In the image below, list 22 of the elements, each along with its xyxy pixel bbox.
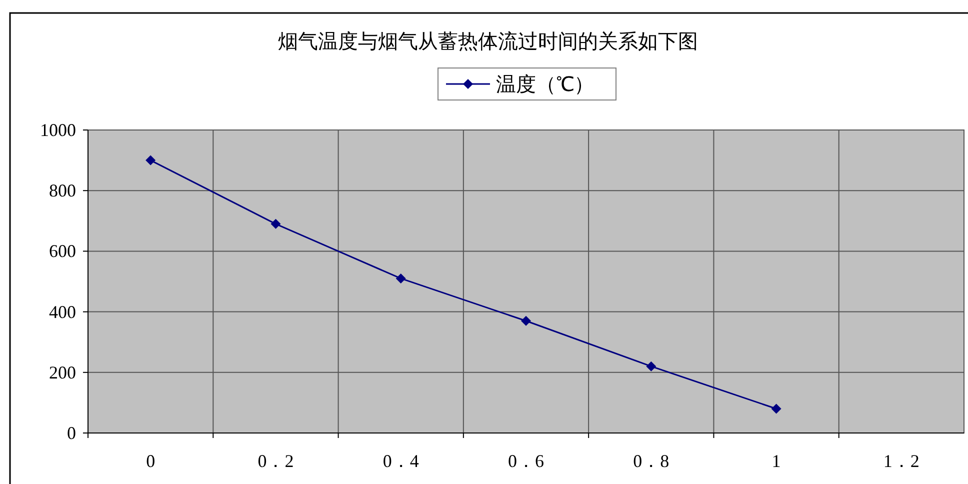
x-tick-label: 0．6 (508, 451, 544, 471)
point (270, 218, 281, 229)
x-tick-label: 0．2 (258, 451, 294, 471)
point (521, 316, 531, 326)
point (396, 273, 406, 284)
x-tick-label: 0 (146, 451, 156, 471)
x-tick-label: 1．2 (883, 451, 920, 471)
y-tick-label: 1000 (40, 120, 76, 140)
legend-label: 温度（℃） (496, 74, 594, 96)
legend: 温度（℃） (438, 68, 616, 100)
x-tick-label: 1 (772, 451, 781, 471)
chart-title: 烟气温度与烟气从蓄热体流过时间的关系如下图 (278, 31, 698, 53)
point (646, 361, 656, 372)
x-tick-label: 0．4 (382, 451, 419, 471)
point (771, 404, 782, 414)
y-tick-label: 200 (49, 362, 76, 382)
y-tick-label: 400 (49, 302, 76, 322)
y-tick-label: 600 (49, 241, 76, 262)
y-tick-label: 0 (67, 423, 76, 443)
y-tick-label: 800 (49, 180, 76, 201)
point (146, 155, 156, 166)
x-tick-label: 0．8 (633, 451, 670, 471)
